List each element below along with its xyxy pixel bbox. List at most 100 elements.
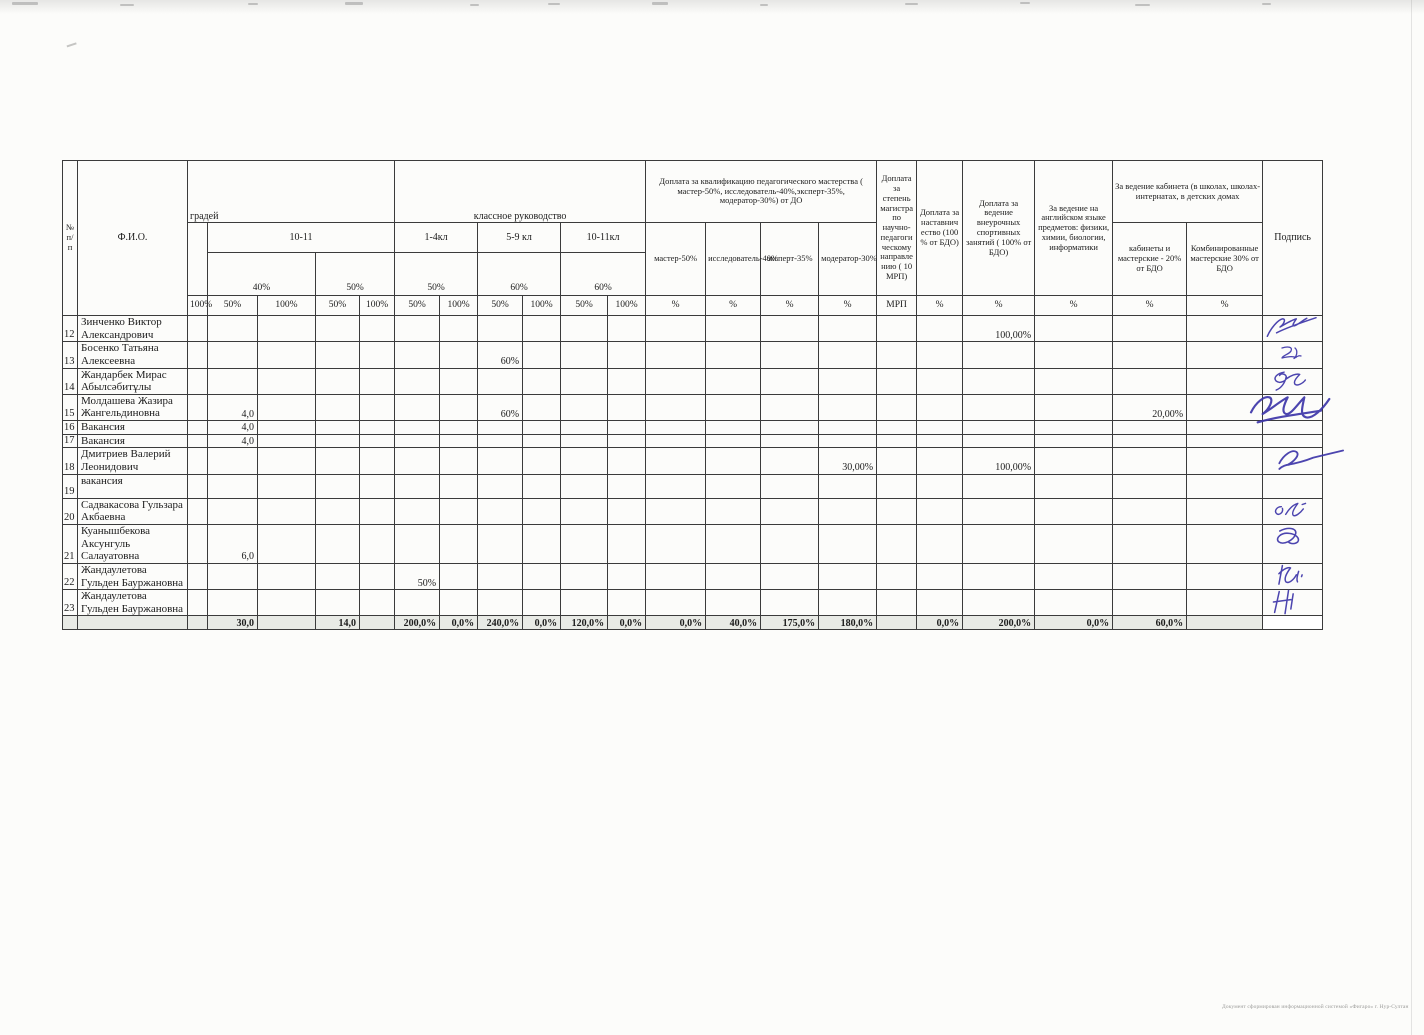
- row-number: 19: [62, 473, 78, 499]
- cell-moderator: [818, 314, 878, 343]
- cell-c40_50: 6,0: [207, 523, 258, 564]
- signature-mark: [1274, 502, 1307, 517]
- cell-mrp: [876, 447, 918, 475]
- cell-kl59_50: [477, 447, 524, 475]
- header-issledovatel: исследователь-40%: [705, 222, 778, 296]
- cell-c100: [187, 393, 208, 422]
- table-row: 16 Вакансия 4,0: [62, 420, 1324, 435]
- cell-c40_50: [207, 473, 258, 499]
- row-number: 20: [62, 497, 78, 525]
- cell-c50_50: [315, 497, 360, 525]
- cell-c50_100: [358, 447, 396, 475]
- cell-sport: [962, 367, 1036, 395]
- cell-kl59_100: [522, 447, 562, 475]
- cell-kl14_100: [439, 367, 479, 395]
- cell-kl1011_50: [560, 473, 609, 499]
- cell-kl14_50: [394, 341, 441, 369]
- cell-expert: [760, 523, 820, 564]
- cell-kl14_50: [394, 314, 441, 343]
- cell-kl1011_50: [560, 393, 609, 422]
- table-row: 17 Вакансия 4,0: [62, 433, 1324, 449]
- signature-cell: [1262, 314, 1324, 343]
- cell-kl59_100: [522, 473, 562, 499]
- cell-kombi: [1186, 367, 1264, 395]
- cell-kl14_50: [394, 447, 441, 475]
- cell-c40_50: 4,0: [207, 420, 258, 435]
- cell-kl59_100: [522, 433, 562, 449]
- header-sub-10-11: 10-11: [206, 222, 396, 253]
- cell-english: [1034, 589, 1114, 617]
- row-number: 14: [62, 367, 78, 395]
- cell-kl59_100: [522, 393, 562, 422]
- cell-nastav: [916, 447, 964, 475]
- signature-cell: [1262, 341, 1324, 369]
- cell-kabinet: [1112, 367, 1188, 395]
- cell-c50_50: [315, 523, 360, 564]
- cell-kombi: [1186, 473, 1264, 499]
- cell-c100: [187, 562, 208, 591]
- cell-c40_100: [257, 523, 316, 564]
- total-kl59_100: 0,0%: [522, 615, 562, 631]
- header-magistr: Доплата за степень магистра по научно-пе…: [876, 160, 918, 296]
- cell-c50_50: [315, 589, 360, 617]
- total-c100: [187, 615, 208, 631]
- cell-c40_100: [257, 393, 316, 422]
- cell-c40_50: [207, 367, 258, 395]
- cell-c40_100: [257, 433, 316, 449]
- cell-kombi: [1186, 314, 1264, 343]
- total-expert: 175,0%: [760, 615, 820, 631]
- cell-kl59_50: [477, 473, 524, 499]
- cell-mrp: [876, 420, 918, 435]
- total-kl14_50: 200,0%: [394, 615, 441, 631]
- signature-mark: [1266, 316, 1317, 338]
- total-c50_100: [358, 615, 396, 631]
- table-row: 15 Молдашева Жазира Жангельдиновна 4,0 60% 2…: [62, 393, 1331, 424]
- total-kl1011_50: 120,0%: [560, 615, 609, 631]
- cell-nastav: [916, 473, 964, 499]
- cell-expert: [760, 314, 820, 343]
- cell-master: [645, 433, 707, 449]
- row-number: 15: [62, 393, 78, 422]
- cell-kl1011_100: [607, 497, 647, 525]
- header-kabinety: кабинеты и мастерские - 20% от БДО: [1112, 222, 1188, 296]
- cell-kabinet: [1112, 497, 1188, 525]
- cell-c50_100: [358, 314, 396, 343]
- teacher-name: Босенко Татьяна Алексеевна: [77, 341, 188, 369]
- cell-kl1011_50: [560, 497, 609, 525]
- header-kombinirovannye: Комбинированные мастерские 30% от БДО: [1186, 222, 1264, 296]
- unit-cell: МРП: [876, 295, 918, 316]
- unit-cell: 100%: [607, 295, 647, 316]
- cell-master: [645, 420, 707, 435]
- cell-mrp: [876, 562, 918, 591]
- cell-c50_100: [358, 341, 396, 369]
- cell-kl1011_100: [607, 314, 647, 343]
- cell-c100: [187, 314, 208, 343]
- unit-cell: 100%: [522, 295, 562, 316]
- footer-note: Документ сформирован информационной сист…: [1222, 1003, 1409, 1010]
- cell-kl1011_50: [560, 314, 609, 343]
- cell-master: [645, 589, 707, 617]
- cell-c40_100: [257, 420, 316, 435]
- cell-mrp: [876, 589, 918, 617]
- cell-kl14_100: [439, 314, 479, 343]
- signature-cell: [1262, 523, 1324, 564]
- cell-kl59_50: [477, 523, 524, 564]
- cell-c100: [187, 473, 208, 499]
- cell-c40_100: [257, 447, 316, 475]
- header-group-qualification: Доплата за квалификацию педагогического …: [645, 160, 878, 223]
- cell-c50_50: [315, 393, 360, 422]
- total-nastav: 0,0%: [916, 615, 964, 631]
- total-kabinet: 60,0%: [1112, 615, 1188, 631]
- unit-cell: 50%: [394, 295, 441, 316]
- cell-mrp: [876, 433, 918, 449]
- cell-mrp: [876, 523, 918, 564]
- cell-kombi: [1186, 433, 1264, 449]
- unit-cell: %: [1034, 295, 1114, 316]
- cell-kl14_100: [439, 447, 479, 475]
- signature-mark: [1281, 346, 1302, 360]
- cell-sport: [962, 473, 1036, 499]
- cell-english: [1034, 447, 1114, 475]
- signature-cell: [1250, 393, 1331, 424]
- cell-kombi: [1186, 523, 1264, 564]
- cell-kl14_100: [439, 341, 479, 369]
